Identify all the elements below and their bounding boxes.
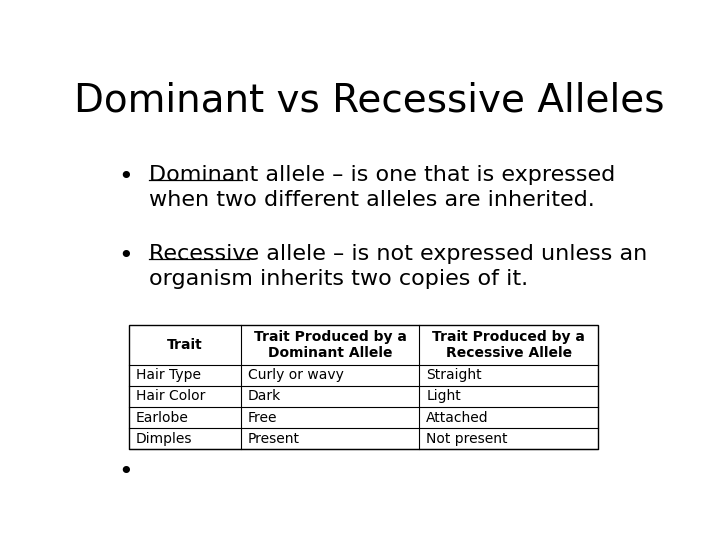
Text: Trait: Trait	[167, 338, 203, 352]
Text: Dimples: Dimples	[136, 432, 192, 446]
Text: Hair Type: Hair Type	[136, 368, 201, 382]
Text: Not present: Not present	[426, 432, 508, 446]
Text: Earlobe: Earlobe	[136, 410, 189, 424]
Text: Hair Color: Hair Color	[136, 389, 205, 403]
Text: Dominant allele – is one that is expressed
when two different alleles are inheri: Dominant allele – is one that is express…	[148, 165, 615, 210]
Text: Curly or wavy: Curly or wavy	[248, 368, 343, 382]
Text: Light: Light	[426, 389, 461, 403]
Text: Present: Present	[248, 432, 300, 446]
Text: •: •	[118, 165, 132, 188]
Text: •: •	[118, 460, 132, 484]
Text: Trait Produced by a
Recessive Allele: Trait Produced by a Recessive Allele	[432, 329, 585, 360]
Text: •: •	[118, 244, 132, 268]
Text: Dominant vs Recessive Alleles: Dominant vs Recessive Alleles	[73, 82, 665, 119]
Bar	[129, 325, 598, 449]
Text: Attached: Attached	[426, 410, 489, 424]
Text: Straight: Straight	[426, 368, 482, 382]
Text: Free: Free	[248, 410, 277, 424]
Text: Dark: Dark	[248, 389, 281, 403]
Text: Trait Produced by a
Dominant Allele: Trait Produced by a Dominant Allele	[254, 329, 407, 360]
Text: Recessive allele – is not expressed unless an
organism inherits two copies of it: Recessive allele – is not expressed unle…	[148, 244, 647, 289]
